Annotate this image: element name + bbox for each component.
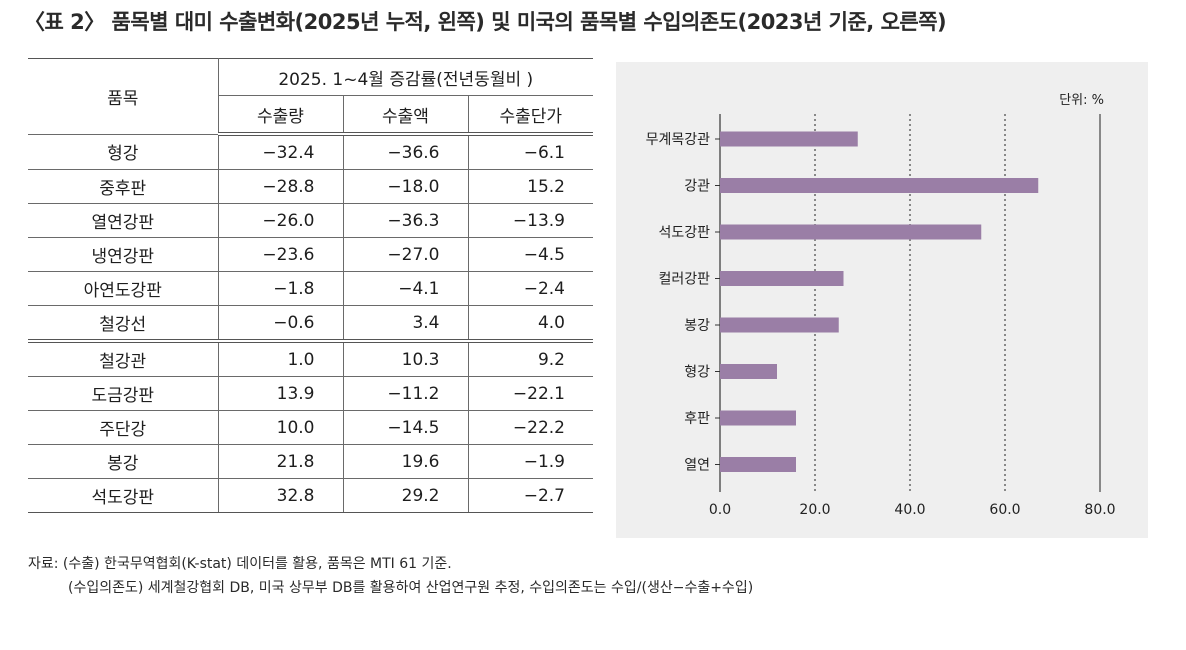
export-change-table: 품목 2025. 1~4월 증감률(전년동월비 ) 수출량 수출액 수출단가 형…: [28, 58, 593, 513]
x-tick-label: 40.0: [894, 502, 925, 518]
row-item-name: 봉강: [28, 444, 219, 479]
row-value: 9.2: [467, 339, 593, 377]
header-export-volume: 수출량: [218, 95, 344, 136]
category-label: 후판: [684, 411, 710, 427]
table-body: 형강 −32.4 −36.6 −6.1 중후판 −28.8 −18.0 15.2 열연강판 −26…: [28, 133, 593, 513]
row-item-name: 석도강판: [28, 478, 219, 513]
header-export-value: 수출액: [342, 95, 469, 136]
x-tick-label: 60.0: [989, 502, 1020, 518]
bar: [720, 271, 844, 286]
row-item-name: 철강관: [28, 339, 219, 377]
table-row: 아연도강판 −1.8 −4.1 −2.4: [28, 271, 593, 306]
row-item-name: 철강선: [28, 305, 219, 342]
table-row: 냉연강판 −23.6 −27.0 −4.5: [28, 237, 593, 272]
row-value: 15.2: [467, 169, 593, 204]
category-label: 석도강판: [658, 225, 710, 241]
row-value: −26.0: [217, 203, 344, 238]
category-label: 형강: [684, 365, 710, 381]
table-row: 철강선 −0.6 3.4 4.0: [28, 305, 593, 342]
source-note-import: (수입의존도) 세계철강협회 DB, 미국 상무부 DB를 활용하여 산업연구원…: [68, 580, 754, 596]
header-period: 2025. 1~4월 증감률(전년동월비 ): [217, 58, 593, 96]
x-tick-label: 0.0: [709, 502, 731, 518]
row-value: −28.8: [217, 169, 344, 204]
table-row: 봉강 21.8 19.6 −1.9: [28, 444, 593, 479]
table-row: 열연강판 −26.0 −36.3 −13.9: [28, 203, 593, 238]
category-label: 컬러강판: [658, 272, 710, 288]
row-value: −2.4: [467, 271, 593, 306]
row-item-name: 아연도강판: [28, 271, 219, 306]
row-value: −14.5: [342, 410, 469, 445]
row-item-name: 주단강: [28, 410, 219, 445]
row-value: −18.0: [342, 169, 469, 204]
row-value: 13.9: [217, 376, 344, 411]
category-label: 봉강: [684, 318, 710, 334]
row-item-name: 열연강판: [28, 203, 219, 238]
bar: [720, 457, 796, 472]
row-value: −27.0: [342, 237, 469, 272]
category-label: 강관: [684, 179, 710, 195]
row-value: 10.3: [342, 339, 469, 377]
row-value: −23.6: [217, 237, 344, 272]
row-value: −1.9: [467, 444, 593, 479]
header-export-unit-price: 수출단가: [467, 95, 593, 136]
row-value: −32.4: [217, 133, 344, 170]
table-row: 철강관 1.0 10.3 9.2: [28, 339, 593, 377]
header-item: 품목: [28, 58, 219, 135]
row-item-name: 냉연강판: [28, 237, 219, 272]
row-value: −6.1: [467, 133, 593, 170]
table-row: 형강 −32.4 −36.6 −6.1: [28, 133, 593, 170]
figure-title: 〈표 2〉 품목별 대미 수출변화(2025년 누적, 왼쪽) 및 미국의 품목…: [24, 10, 947, 34]
row-value: 10.0: [217, 410, 344, 445]
row-value: 1.0: [217, 339, 344, 377]
bar: [720, 131, 858, 147]
x-tick-label: 20.0: [799, 502, 830, 518]
row-value: 3.4: [342, 305, 469, 342]
row-value: 21.8: [217, 444, 344, 479]
row-value: −4.1: [342, 271, 469, 306]
row-item-name: 중후판: [28, 169, 219, 204]
row-value: −36.6: [342, 133, 469, 170]
category-label: 열연: [684, 458, 710, 474]
table-row: 중후판 −28.8 −18.0 15.2: [28, 169, 593, 204]
row-value: −11.2: [342, 376, 469, 411]
table-row: 주단강 10.0 −14.5 −22.2: [28, 410, 593, 445]
row-value: 29.2: [342, 478, 469, 513]
row-value: −22.2: [467, 410, 593, 445]
row-value: 19.6: [342, 444, 469, 479]
data-table: 품목 2025. 1~4월 증감률(전년동월비 ) 수출량 수출액 수출단가 형…: [28, 58, 593, 513]
source-notes: 자료: (수출) 한국무역협회(K-stat) 데이터를 활용, 품목은 MTI…: [28, 552, 753, 600]
row-value: −36.3: [342, 203, 469, 238]
table-row: 석도강판 32.8 29.2 −2.7: [28, 478, 593, 513]
bar: [720, 410, 796, 426]
bar: [720, 364, 777, 379]
x-tick-label: 80.0: [1084, 502, 1115, 518]
unit-label: 단위: %: [1059, 93, 1104, 108]
chart-canvas: 단위: % 0.0 20.0 40.0 60.0 80.0 무계목강관강관석도강판컬러강판봉…: [646, 93, 1116, 518]
table-row: 도금강판 13.9 −11.2 −22.1: [28, 376, 593, 411]
row-value: −13.9: [467, 203, 593, 238]
row-value: 4.0: [467, 305, 593, 342]
row-item-name: 도금강판: [28, 376, 219, 411]
bar: [720, 317, 839, 333]
row-value: −2.7: [467, 478, 593, 513]
bar: [720, 224, 982, 240]
row-value: 32.8: [217, 478, 344, 513]
bar: [720, 178, 1039, 193]
row-item-name: 형강: [28, 133, 219, 170]
row-value: −4.5: [467, 237, 593, 272]
category-label: 무계목강관: [646, 132, 711, 148]
row-value: −1.8: [217, 271, 344, 306]
row-value: −22.1: [467, 376, 593, 411]
source-note-export: 자료: (수출) 한국무역협회(K-stat) 데이터를 활용, 품목은 MTI…: [28, 556, 452, 572]
row-value: −0.6: [217, 305, 344, 342]
